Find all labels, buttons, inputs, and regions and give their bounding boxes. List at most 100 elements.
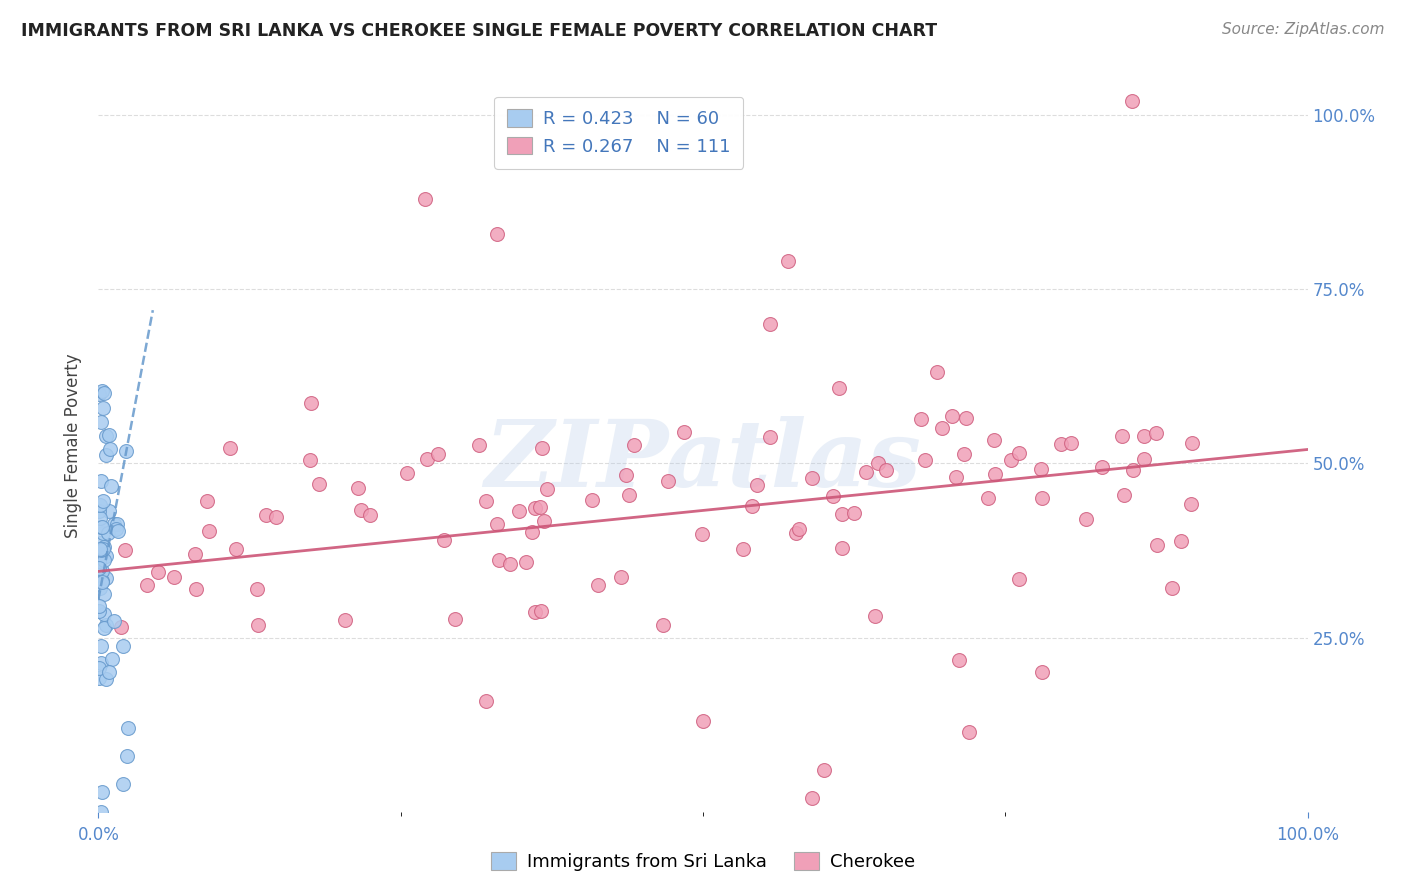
Point	[776, 254, 799, 268]
Point	[508, 504, 530, 518]
Point	[100, 652, 122, 666]
Point	[117, 721, 139, 735]
Text: Source: ZipAtlas.com: Source: ZipAtlas.com	[1222, 22, 1385, 37]
Point	[520, 525, 543, 540]
Point	[1132, 429, 1154, 443]
Point	[1076, 511, 1098, 525]
Point	[1181, 435, 1204, 450]
Text: ZIPatlas: ZIPatlas	[485, 416, 921, 506]
Point	[1144, 425, 1167, 440]
Point	[1111, 429, 1133, 443]
Point	[529, 500, 551, 514]
Point	[474, 493, 496, 508]
Point	[93, 621, 115, 635]
Point	[103, 516, 125, 531]
Point	[93, 587, 115, 601]
Point	[614, 468, 637, 483]
Point	[745, 478, 768, 492]
Point	[651, 618, 673, 632]
Point	[93, 553, 115, 567]
Point	[444, 612, 467, 626]
Point	[90, 656, 112, 670]
Point	[1008, 573, 1031, 587]
Point	[346, 481, 368, 495]
Point	[800, 790, 823, 805]
Point	[952, 446, 974, 460]
Point	[89, 554, 111, 568]
Point	[1031, 491, 1053, 505]
Point	[533, 514, 555, 528]
Point	[89, 386, 111, 401]
Point	[91, 785, 114, 799]
Point	[90, 415, 112, 429]
Point	[488, 552, 510, 566]
Point	[1000, 453, 1022, 467]
Point	[948, 653, 970, 667]
Legend: R = 0.423    N = 60, R = 0.267    N = 111: R = 0.423 N = 60, R = 0.267 N = 111	[495, 96, 744, 169]
Point	[976, 491, 998, 505]
Point	[246, 618, 269, 632]
Point	[617, 488, 640, 502]
Point	[486, 227, 509, 241]
Point	[94, 549, 117, 563]
Point	[1161, 581, 1184, 595]
Point	[115, 444, 138, 458]
Point	[831, 541, 853, 556]
Point	[350, 503, 373, 517]
Point	[97, 504, 120, 518]
Point	[536, 482, 558, 496]
Point	[107, 524, 129, 538]
Point	[941, 409, 963, 423]
Point	[198, 524, 221, 538]
Point	[254, 508, 277, 522]
Point	[98, 442, 121, 456]
Point	[855, 465, 877, 479]
Point	[184, 582, 207, 596]
Point	[89, 581, 111, 595]
Point	[1133, 451, 1156, 466]
Point	[914, 453, 936, 467]
Point	[184, 547, 207, 561]
Point	[163, 570, 186, 584]
Point	[299, 396, 322, 410]
Point	[609, 570, 631, 584]
Point	[94, 617, 117, 632]
Point	[531, 441, 554, 455]
Point	[91, 575, 114, 590]
Point	[93, 607, 115, 621]
Point	[1170, 534, 1192, 549]
Point	[96, 571, 118, 585]
Point	[87, 671, 110, 685]
Point	[1091, 460, 1114, 475]
Point	[515, 555, 537, 569]
Point	[225, 542, 247, 557]
Point	[983, 467, 1005, 481]
Point	[97, 428, 120, 442]
Point	[957, 724, 980, 739]
Point	[219, 441, 242, 455]
Point	[813, 763, 835, 777]
Point	[87, 560, 110, 574]
Point	[91, 494, 114, 508]
Point	[1146, 538, 1168, 552]
Point	[246, 582, 269, 596]
Point	[90, 384, 112, 398]
Point	[105, 516, 128, 531]
Point	[927, 365, 949, 379]
Point	[87, 504, 110, 518]
Point	[657, 474, 679, 488]
Point	[866, 456, 889, 470]
Point	[197, 494, 219, 508]
Point	[89, 536, 111, 550]
Point	[828, 381, 851, 395]
Point	[117, 749, 139, 764]
Point	[801, 471, 824, 485]
Point	[90, 574, 112, 589]
Point	[98, 665, 121, 679]
Y-axis label: Single Female Poverty: Single Female Poverty	[65, 354, 83, 538]
Point	[474, 693, 496, 707]
Point	[93, 540, 115, 554]
Point	[105, 522, 128, 536]
Legend: Immigrants from Sri Lanka, Cherokee: Immigrants from Sri Lanka, Cherokee	[484, 846, 922, 879]
Point	[87, 599, 110, 613]
